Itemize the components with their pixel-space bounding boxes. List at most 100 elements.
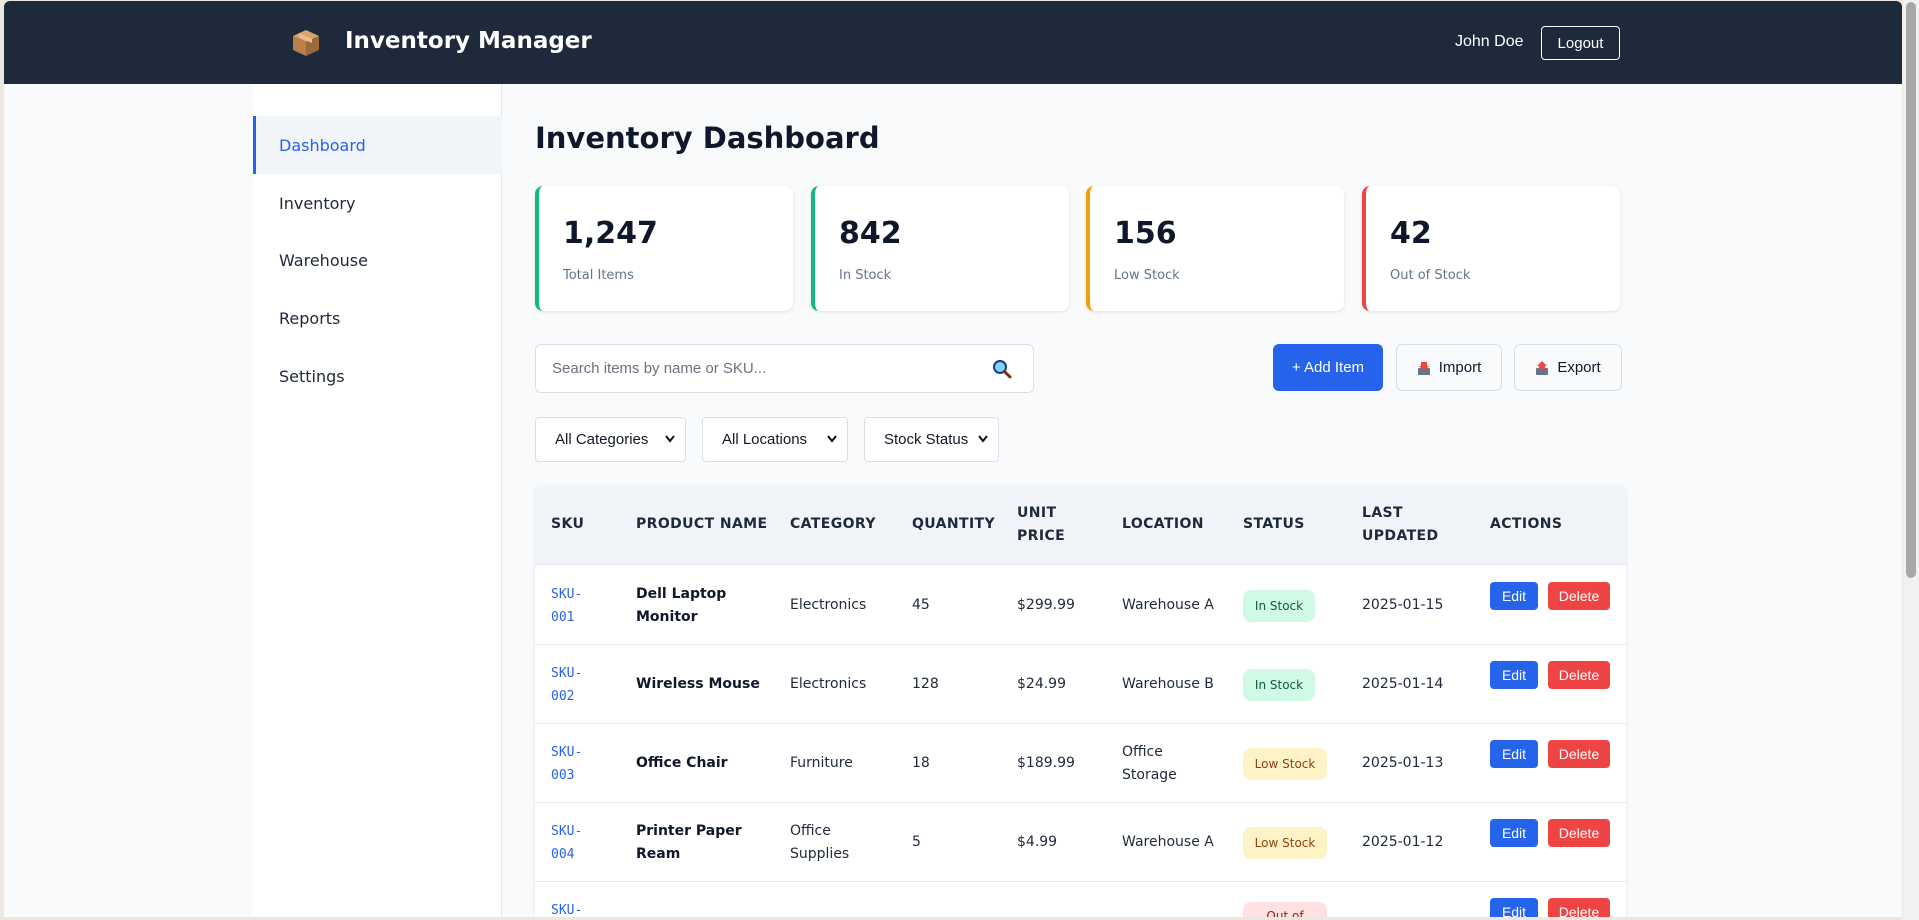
delete-button[interactable]: Delete: [1548, 898, 1610, 917]
stat-label: Total Items: [563, 268, 634, 283]
category-cell: Furniture: [790, 755, 853, 771]
header-unit-price-line1: UNIT: [1017, 505, 1057, 521]
delete-button[interactable]: Delete: [1548, 582, 1610, 610]
page-title: Inventory Dashboard: [535, 121, 880, 155]
chevron-down-icon: [665, 435, 675, 443]
category-line1: Office: [790, 823, 831, 839]
table-row: SKU- Out of Edit Delete: [535, 882, 1626, 917]
stat-value: 1,247: [563, 216, 658, 251]
edit-button[interactable]: Edit: [1490, 582, 1538, 610]
stat-value: 156: [1114, 216, 1177, 251]
product-name: Wireless Mouse: [636, 676, 760, 692]
sku-link[interactable]: SKU- 004: [551, 820, 582, 866]
sku-line1: SKU-: [551, 666, 583, 681]
sidebar-item-inventory[interactable]: Inventory: [279, 193, 356, 213]
table-row: SKU- 002 Wireless Mouse Electronics 128 …: [535, 645, 1626, 724]
location-filter-value: All Locations: [722, 431, 808, 448]
inventory-table: SKU PRODUCT NAME CATEGORY QUANTITY UNIT …: [535, 485, 1626, 917]
updated-cell: 2025-01-12: [1362, 834, 1444, 850]
table-header: SKU PRODUCT NAME CATEGORY QUANTITY UNIT …: [535, 485, 1626, 565]
header-actions: ACTIONS: [1490, 516, 1563, 532]
price-cell: $189.99: [1017, 755, 1075, 771]
delete-button[interactable]: Delete: [1548, 661, 1610, 689]
header-product-name: PRODUCT NAME: [636, 516, 768, 532]
edit-button[interactable]: Edit: [1490, 819, 1538, 847]
status-badge: In Stock: [1243, 669, 1315, 701]
stock-status-filter-value: Stock Status: [884, 431, 969, 448]
sidebar-item-reports[interactable]: Reports: [279, 308, 341, 328]
add-item-button[interactable]: + Add Item: [1273, 344, 1383, 391]
stat-value: 42: [1390, 216, 1432, 251]
edit-button[interactable]: Edit: [1490, 898, 1538, 917]
delete-button[interactable]: Delete: [1548, 819, 1610, 847]
sidebar-item-dashboard[interactable]: Dashboard: [253, 116, 502, 174]
updated-cell: 2025-01-13: [1362, 755, 1444, 771]
product-name-line2: Ream: [636, 846, 681, 862]
sku-link[interactable]: SKU-: [551, 899, 582, 917]
status-badge: Out of: [1243, 902, 1327, 917]
search-placeholder: Search items by name or SKU...: [552, 360, 767, 377]
product-name-line1: Printer Paper: [636, 823, 742, 839]
category-line2: Supplies: [790, 846, 850, 862]
header-sku: SKU: [551, 516, 585, 532]
sku-line1: SKU-: [551, 745, 583, 760]
location-cell: Warehouse B: [1122, 676, 1214, 692]
quantity-cell: 18: [912, 755, 930, 771]
search-input[interactable]: Search items by name or SKU...: [535, 344, 1034, 393]
stat-card-total-items: 1,247 Total Items: [535, 186, 793, 311]
location-line2: Storage: [1122, 767, 1177, 783]
chevron-down-icon: [978, 435, 988, 443]
stat-label: Out of Stock: [1390, 268, 1471, 283]
sidebar-item-settings[interactable]: Settings: [279, 366, 345, 386]
updated-cell: 2025-01-15: [1362, 597, 1444, 613]
sku-link[interactable]: SKU- 002: [551, 662, 582, 708]
stat-label: Low Stock: [1114, 268, 1180, 283]
scrollbar-thumb[interactable]: [1906, 2, 1916, 578]
category-cell: Electronics: [790, 597, 867, 613]
outbox-tray-icon: [1536, 360, 1549, 375]
import-label: Import: [1438, 359, 1482, 376]
page-scrollbar[interactable]: [1903, 0, 1919, 920]
quantity-cell: 128: [912, 676, 939, 692]
top-navbar: Inventory Manager John Doe Logout: [4, 1, 1902, 84]
sidebar: Dashboard Inventory Warehouse Reports Se…: [253, 84, 502, 917]
table-row: SKU- 004 Printer Paper Ream Office Suppl…: [535, 803, 1626, 882]
export-button[interactable]: Export: [1514, 344, 1622, 391]
edit-button[interactable]: Edit: [1490, 661, 1538, 689]
header-category: CATEGORY: [790, 516, 876, 532]
delete-button[interactable]: Delete: [1548, 740, 1610, 768]
stock-status-filter-select[interactable]: Stock Status: [864, 417, 999, 462]
header-location: LOCATION: [1122, 516, 1204, 532]
status-badge: In Stock: [1243, 590, 1315, 622]
export-label: Export: [1557, 359, 1601, 376]
quantity-cell: 45: [912, 597, 930, 613]
sku-line1: SKU-: [551, 903, 583, 917]
logout-button[interactable]: Logout: [1541, 26, 1620, 60]
sku-line2: 003: [551, 768, 575, 783]
category-cell: Electronics: [790, 676, 867, 692]
price-cell: $4.99: [1017, 834, 1058, 850]
product-name-line1: Dell Laptop: [636, 586, 727, 602]
category-filter-select[interactable]: All Categories: [535, 417, 686, 462]
header-status: STATUS: [1243, 516, 1305, 532]
stat-card-low-stock: 156 Low Stock: [1086, 186, 1344, 311]
status-badge: Low Stock: [1243, 827, 1327, 859]
search-icon: [993, 360, 1012, 379]
import-button[interactable]: Import: [1396, 344, 1502, 391]
sku-line2: 004: [551, 847, 575, 862]
edit-button[interactable]: Edit: [1490, 740, 1538, 768]
sku-link[interactable]: SKU- 003: [551, 741, 582, 787]
chevron-down-icon: [827, 435, 837, 443]
package-box-icon: [293, 30, 319, 56]
sku-link[interactable]: SKU- 001: [551, 583, 582, 629]
location-cell: Warehouse A: [1122, 834, 1214, 850]
location-line1: Office: [1122, 744, 1163, 760]
sidebar-item-warehouse[interactable]: Warehouse: [279, 250, 368, 270]
sku-line2: 002: [551, 689, 575, 704]
app-title: Inventory Manager: [345, 28, 592, 54]
product-name: Dell Laptop Monitor: [636, 583, 726, 629]
stat-label: In Stock: [839, 268, 892, 283]
product-name: Office Chair: [636, 755, 728, 771]
updated-cell: 2025-01-14: [1362, 676, 1444, 692]
location-filter-select[interactable]: All Locations: [702, 417, 848, 462]
